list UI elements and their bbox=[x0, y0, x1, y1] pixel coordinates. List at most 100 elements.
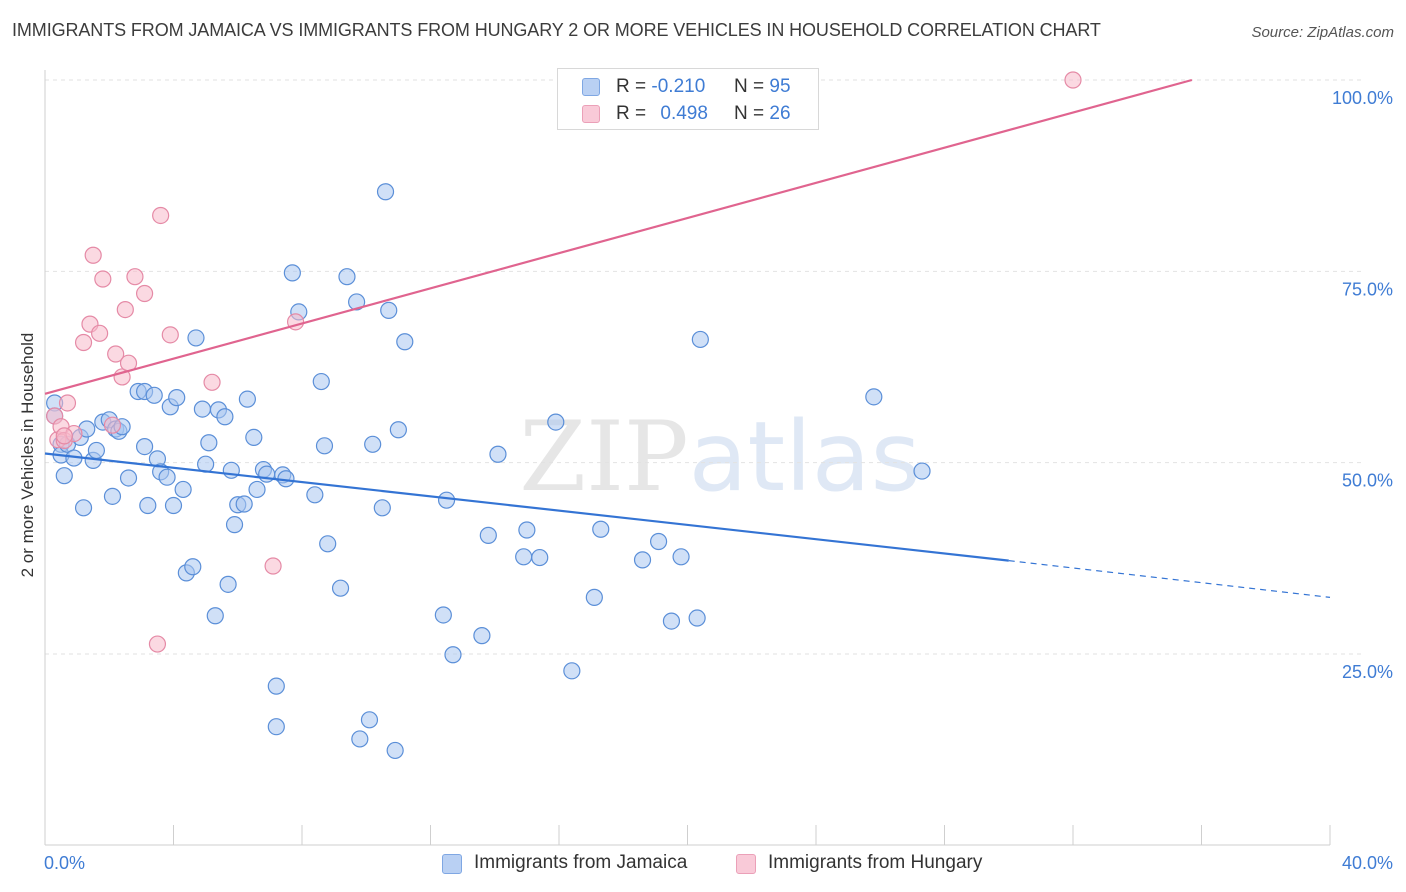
point-jamaica bbox=[145, 386, 163, 404]
legend-label-hungary: Immigrants from Hungary bbox=[768, 852, 983, 873]
point-jamaica bbox=[216, 408, 234, 426]
point-hungary bbox=[264, 557, 282, 575]
point-jamaica bbox=[306, 486, 324, 504]
legend-swatch-hungary-bottom bbox=[736, 854, 756, 874]
point-jamaica bbox=[515, 548, 533, 566]
y-tick-label: 100.0% bbox=[1332, 88, 1393, 108]
y-tick-label: 25.0% bbox=[1342, 662, 1393, 682]
watermark-atlas: atlas bbox=[689, 401, 921, 513]
point-jamaica bbox=[193, 400, 212, 418]
point-jamaica bbox=[437, 491, 456, 509]
x-tick-label-max: 40.0% bbox=[1342, 853, 1393, 873]
point-jamaica bbox=[331, 579, 350, 597]
point-hungary bbox=[116, 301, 134, 319]
point-jamaica bbox=[87, 441, 106, 460]
point-jamaica bbox=[238, 390, 256, 408]
point-hungary bbox=[84, 246, 102, 264]
point-jamaica bbox=[662, 612, 681, 630]
point-jamaica bbox=[592, 520, 610, 538]
point-jamaica bbox=[360, 711, 379, 729]
point-jamaica bbox=[200, 434, 218, 452]
point-jamaica bbox=[187, 329, 205, 347]
point-jamaica bbox=[473, 627, 491, 645]
legend-n-jamaica: N = 95 bbox=[734, 76, 791, 97]
point-hungary bbox=[107, 345, 125, 363]
point-jamaica bbox=[444, 646, 462, 664]
legend-n-hungary: N = 26 bbox=[734, 103, 791, 124]
point-hungary bbox=[55, 427, 73, 445]
point-hungary bbox=[91, 324, 109, 342]
point-jamaica bbox=[633, 551, 652, 569]
point-hungary bbox=[103, 416, 122, 434]
point-jamaica bbox=[312, 372, 330, 391]
point-hungary bbox=[126, 268, 144, 286]
legend-swatch-hungary bbox=[582, 105, 600, 123]
legend-swatch-jamaica-bottom bbox=[442, 854, 462, 874]
point-jamaica bbox=[376, 183, 395, 201]
legend-r-hungary: R = 0.498 bbox=[616, 103, 708, 124]
point-jamaica bbox=[103, 487, 122, 505]
y-tick-label: 50.0% bbox=[1342, 471, 1393, 491]
point-jamaica bbox=[119, 469, 138, 487]
point-jamaica bbox=[479, 526, 497, 544]
point-jamaica bbox=[547, 413, 565, 431]
point-jamaica bbox=[283, 264, 301, 282]
point-jamaica bbox=[248, 480, 266, 499]
point-jamaica bbox=[235, 495, 253, 513]
point-hungary bbox=[152, 206, 170, 225]
point-jamaica bbox=[364, 435, 382, 453]
point-jamaica bbox=[55, 467, 73, 485]
point-jamaica bbox=[389, 421, 407, 439]
point-jamaica bbox=[74, 499, 93, 517]
point-jamaica bbox=[135, 437, 154, 456]
point-jamaica bbox=[531, 548, 549, 567]
point-jamaica bbox=[373, 499, 391, 517]
source-label: Source: ZipAtlas.com bbox=[1251, 24, 1394, 41]
point-jamaica bbox=[865, 388, 883, 406]
point-jamaica bbox=[489, 445, 507, 463]
legend-swatch-jamaica bbox=[582, 78, 600, 96]
point-jamaica bbox=[351, 730, 369, 748]
point-jamaica bbox=[396, 333, 414, 351]
point-hungary bbox=[148, 635, 167, 653]
point-jamaica bbox=[267, 718, 285, 736]
correlation-legend: R = -0.210 N = 95 R = 0.498 N = 26 bbox=[557, 68, 819, 130]
point-jamaica bbox=[913, 462, 931, 480]
point-jamaica bbox=[338, 268, 356, 286]
point-jamaica bbox=[168, 389, 186, 407]
legend-label-jamaica: Immigrants from Jamaica bbox=[474, 852, 688, 873]
point-jamaica bbox=[563, 662, 581, 680]
x-tick-label-min: 0.0% bbox=[44, 853, 85, 873]
trendline-extension-jamaica bbox=[1008, 560, 1331, 598]
point-jamaica bbox=[319, 535, 337, 553]
legend-r-jamaica: R = -0.210 bbox=[616, 76, 706, 97]
point-jamaica bbox=[518, 521, 536, 539]
point-jamaica bbox=[386, 741, 404, 760]
point-jamaica bbox=[245, 428, 263, 447]
watermark-zip: ZIP bbox=[519, 401, 688, 513]
point-hungary bbox=[203, 373, 221, 391]
trendline-jamaica bbox=[44, 452, 1009, 562]
point-jamaica bbox=[315, 437, 334, 455]
point-jamaica bbox=[184, 558, 202, 576]
trendline-hungary bbox=[44, 78, 1193, 395]
series-legend: Immigrants from Jamaica Immigrants from … bbox=[0, 852, 1406, 878]
point-hungary bbox=[161, 326, 179, 344]
point-jamaica bbox=[164, 496, 183, 515]
point-jamaica bbox=[225, 516, 244, 534]
point-jamaica bbox=[206, 607, 224, 625]
point-hungary bbox=[58, 394, 77, 412]
point-jamaica bbox=[267, 677, 285, 695]
point-jamaica bbox=[649, 532, 668, 551]
point-jamaica bbox=[174, 480, 192, 499]
point-jamaica bbox=[691, 330, 709, 349]
point-hungary bbox=[1064, 71, 1082, 89]
point-jamaica bbox=[219, 575, 237, 593]
point-jamaica bbox=[585, 588, 603, 606]
watermark: ZIPatlas bbox=[519, 401, 920, 513]
point-jamaica bbox=[672, 548, 690, 566]
chart-title: IMMIGRANTS FROM JAMAICA VS IMMIGRANTS FR… bbox=[12, 20, 1101, 40]
y-axis-label: 2 or more Vehicles in Household bbox=[18, 332, 37, 578]
point-hungary bbox=[94, 270, 112, 288]
